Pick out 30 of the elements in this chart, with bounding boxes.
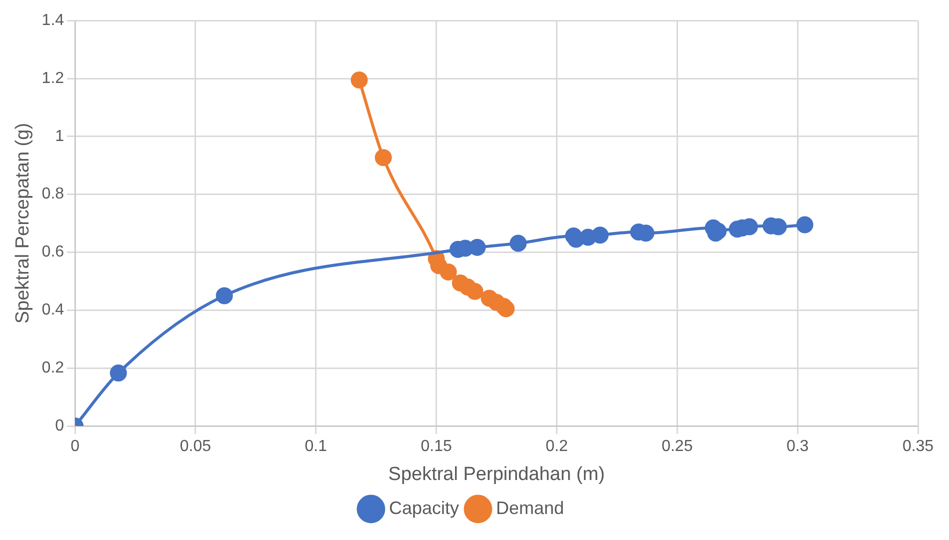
x-tick-label: 0.05	[180, 438, 212, 456]
y-tick-label: 1.2	[42, 70, 64, 87]
point	[466, 282, 484, 300]
x-tick-label: 0	[70, 438, 80, 456]
x-axis-title: Spektral Perpindahan (m)	[388, 464, 605, 485]
y-tick-label: 0.4	[42, 302, 64, 319]
x-tick-label: 0.2	[546, 438, 568, 456]
y-axis-title: Spektral Percepatan (g)	[12, 122, 34, 324]
x-tick-label: 0.3	[786, 438, 809, 456]
y-tick-label: 1	[55, 128, 64, 145]
point	[110, 364, 127, 382]
point	[440, 263, 457, 280]
point	[592, 226, 609, 244]
y-tick-label: 1.4	[42, 12, 64, 30]
point	[796, 216, 814, 234]
legend-label: Capacity	[388, 498, 459, 518]
x-tick-label: 0.15	[420, 438, 452, 456]
x-tick-label: 0.1	[304, 438, 328, 456]
x-tick-label: 0.25	[662, 438, 693, 456]
x-tick-label: 0.35	[902, 438, 934, 456]
y-tick-label: 0.6	[42, 244, 64, 261]
point	[350, 71, 368, 88]
point	[468, 238, 486, 256]
legend-label: Demand	[496, 498, 564, 518]
point	[510, 234, 527, 252]
y-tick-label: 0.8	[42, 186, 64, 203]
point	[374, 149, 392, 166]
y-tick-label: 0.2	[42, 359, 64, 376]
point	[216, 287, 233, 304]
y-tick-label: 0	[55, 417, 64, 434]
